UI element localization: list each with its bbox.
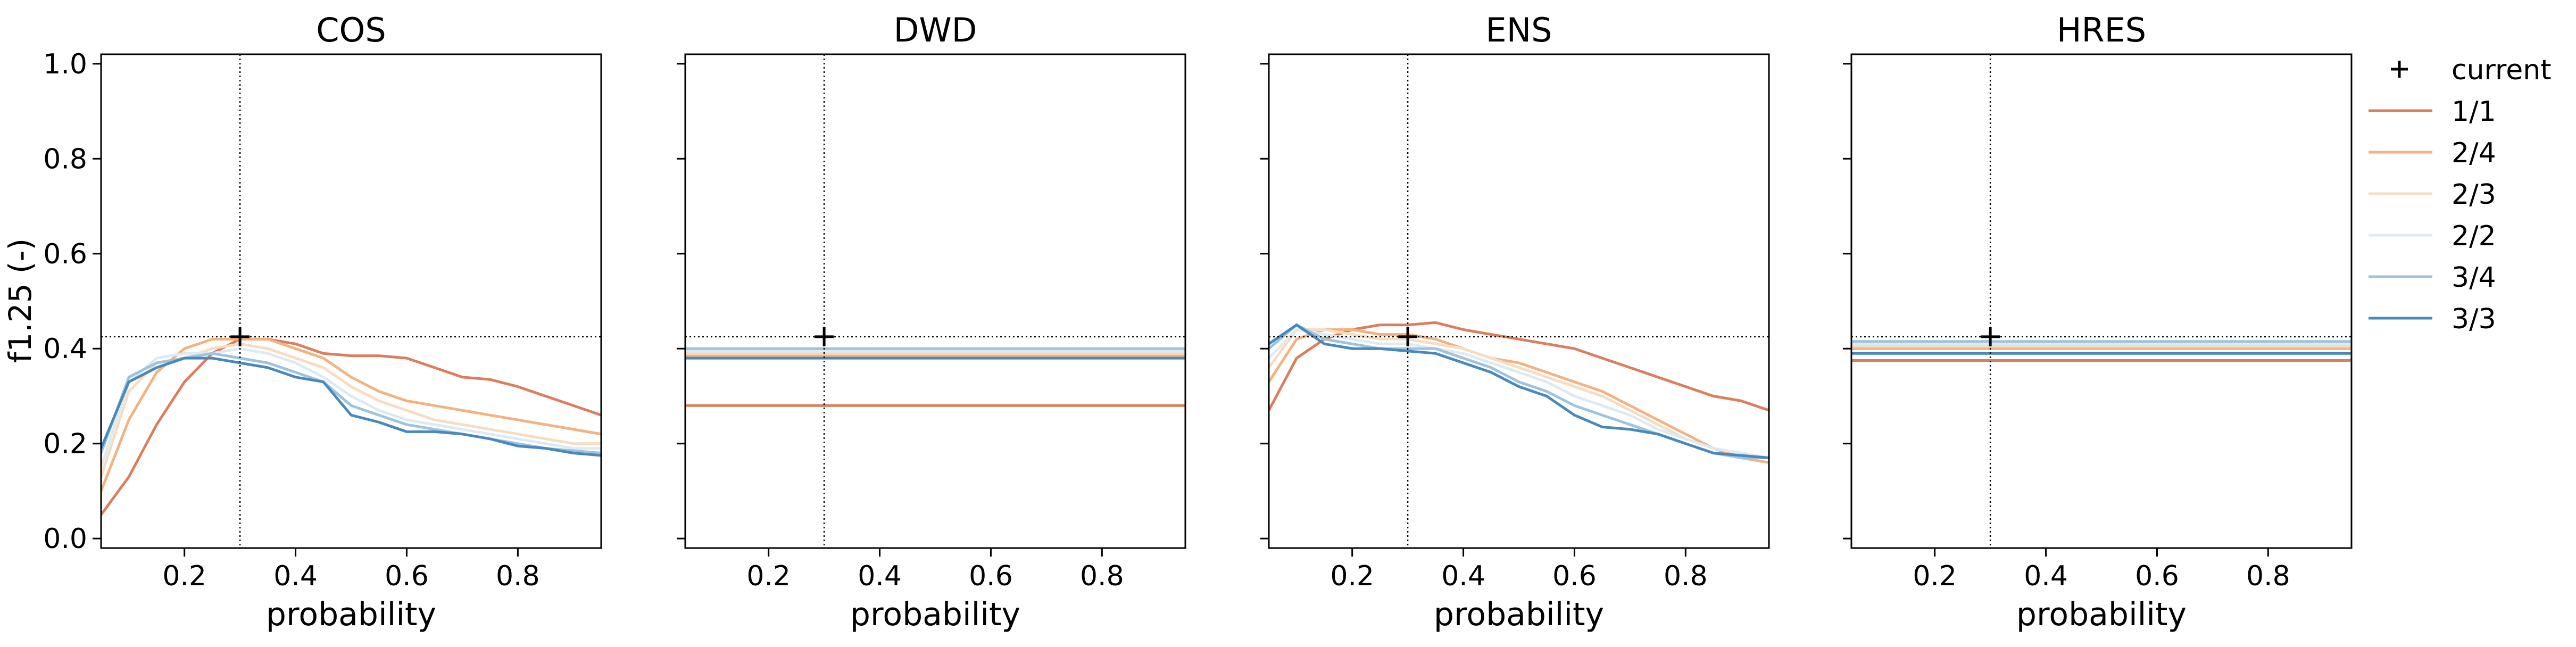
- legend-label: 2/3: [2452, 179, 2496, 211]
- x-tick-label: 0.8: [1080, 560, 1124, 592]
- panel-title: COS: [316, 11, 386, 49]
- y-tick-label: 0.0: [43, 523, 87, 555]
- x-tick-label: 0.2: [746, 560, 791, 592]
- plot-frame: [1268, 53, 1770, 549]
- x-tick-label: 0.2: [162, 560, 206, 592]
- panel-title: DWD: [894, 11, 977, 49]
- x-tick-label: 0.4: [1441, 560, 1485, 592]
- current-marker: [230, 327, 250, 346]
- legend-label: 1/1: [2452, 96, 2496, 128]
- legend-label: 3/3: [2452, 303, 2496, 335]
- series-group: [1851, 54, 2351, 548]
- panel-title: HRES: [2057, 11, 2146, 49]
- panel-dwd: 0.2 0.4 0.6 0.8 DWD probability: [677, 11, 1186, 633]
- plot-frame: [100, 53, 602, 549]
- legend-item-2-2: 2/2: [2369, 220, 2496, 252]
- legend-item-2-3: 2/3: [2369, 179, 2496, 211]
- series-group: [1269, 54, 1769, 548]
- x-tick-label: 0.4: [273, 560, 318, 592]
- x-tick-label: 0.6: [2135, 560, 2179, 592]
- x-tick-label: 0.8: [496, 560, 540, 592]
- x-tick-label: 0.4: [2024, 560, 2068, 592]
- x-tick-label: 0.2: [1330, 560, 1374, 592]
- legend-label: 3/4: [2452, 262, 2496, 294]
- legend-item-3-4: 3/4: [2369, 262, 2496, 294]
- y-tick-label: 0.2: [43, 428, 87, 460]
- series-group: [101, 54, 601, 548]
- x-tick-label: 0.2: [1913, 560, 1957, 592]
- x-tick-label: 0.6: [1552, 560, 1597, 592]
- plot-frame: [1850, 53, 2353, 549]
- y-tick-label: 0.4: [43, 333, 87, 365]
- series-line-2-2: [101, 347, 601, 468]
- legend-label: 2/2: [2452, 220, 2496, 252]
- plot-frame: [684, 53, 1186, 549]
- x-tick-label: 0.8: [1664, 560, 1708, 592]
- legend-item-current: current: [2391, 54, 2552, 86]
- y-tick-label: 0.8: [43, 143, 87, 175]
- series-line-2-2: [1269, 328, 1769, 459]
- series-line-3-3: [1269, 324, 1769, 459]
- panel-title: ENS: [1486, 11, 1552, 49]
- x-axis-label: probability: [2016, 596, 2187, 633]
- x-axis-label: probability: [850, 596, 1020, 633]
- y-tick-label: 1.0: [43, 48, 87, 80]
- series-group: [685, 54, 1185, 548]
- series-line-1-1: [101, 337, 601, 516]
- panel-hres: 0.2 0.4 0.6 0.8 HRES probability: [1843, 11, 2353, 633]
- x-tick-label: 0.4: [858, 560, 902, 592]
- panel-cos: 0.2 0.4 0.6 0.8 0.0 0.2 0.4 0.6 0.8 1.0 COS probabi…: [43, 11, 602, 633]
- current-marker: [1398, 327, 1418, 346]
- legend-item-1-1: 1/1: [2369, 96, 2496, 128]
- legend-label: 2/4: [2452, 137, 2496, 169]
- legend: current 1/1 2/4 2/3 2/2 3/4 3/3: [2369, 54, 2552, 335]
- legend-item-3-3: 3/3: [2369, 303, 2496, 335]
- legend-label: current: [2452, 54, 2552, 86]
- series-line-3-3: [101, 356, 601, 457]
- series-line-2-4: [1269, 328, 1769, 464]
- panels: 0.2 0.4 0.6 0.8 0.0 0.2 0.4 0.6 0.8 1.0 COS probabi…: [43, 11, 2353, 633]
- x-tick-label: 0.6: [385, 560, 429, 592]
- legend-item-2-4: 2/4: [2369, 137, 2496, 169]
- x-tick-label: 0.6: [969, 560, 1013, 592]
- y-tick-label: 0.6: [43, 238, 87, 270]
- x-tick-label: 0.8: [2246, 560, 2290, 592]
- current-marker: [1981, 327, 2000, 346]
- x-axis-label: probability: [266, 596, 436, 633]
- x-axis-label: probability: [1434, 596, 1604, 633]
- series-line-2-4: [101, 337, 601, 492]
- panel-ens: 0.2 0.4 0.6 0.8 ENS probability: [1260, 11, 1770, 633]
- y-axis-label: f1.25 (-): [2, 238, 38, 363]
- current-marker: [815, 327, 834, 346]
